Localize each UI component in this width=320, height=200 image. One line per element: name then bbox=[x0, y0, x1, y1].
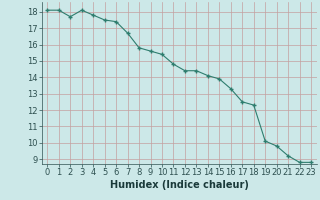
X-axis label: Humidex (Indice chaleur): Humidex (Indice chaleur) bbox=[110, 180, 249, 190]
